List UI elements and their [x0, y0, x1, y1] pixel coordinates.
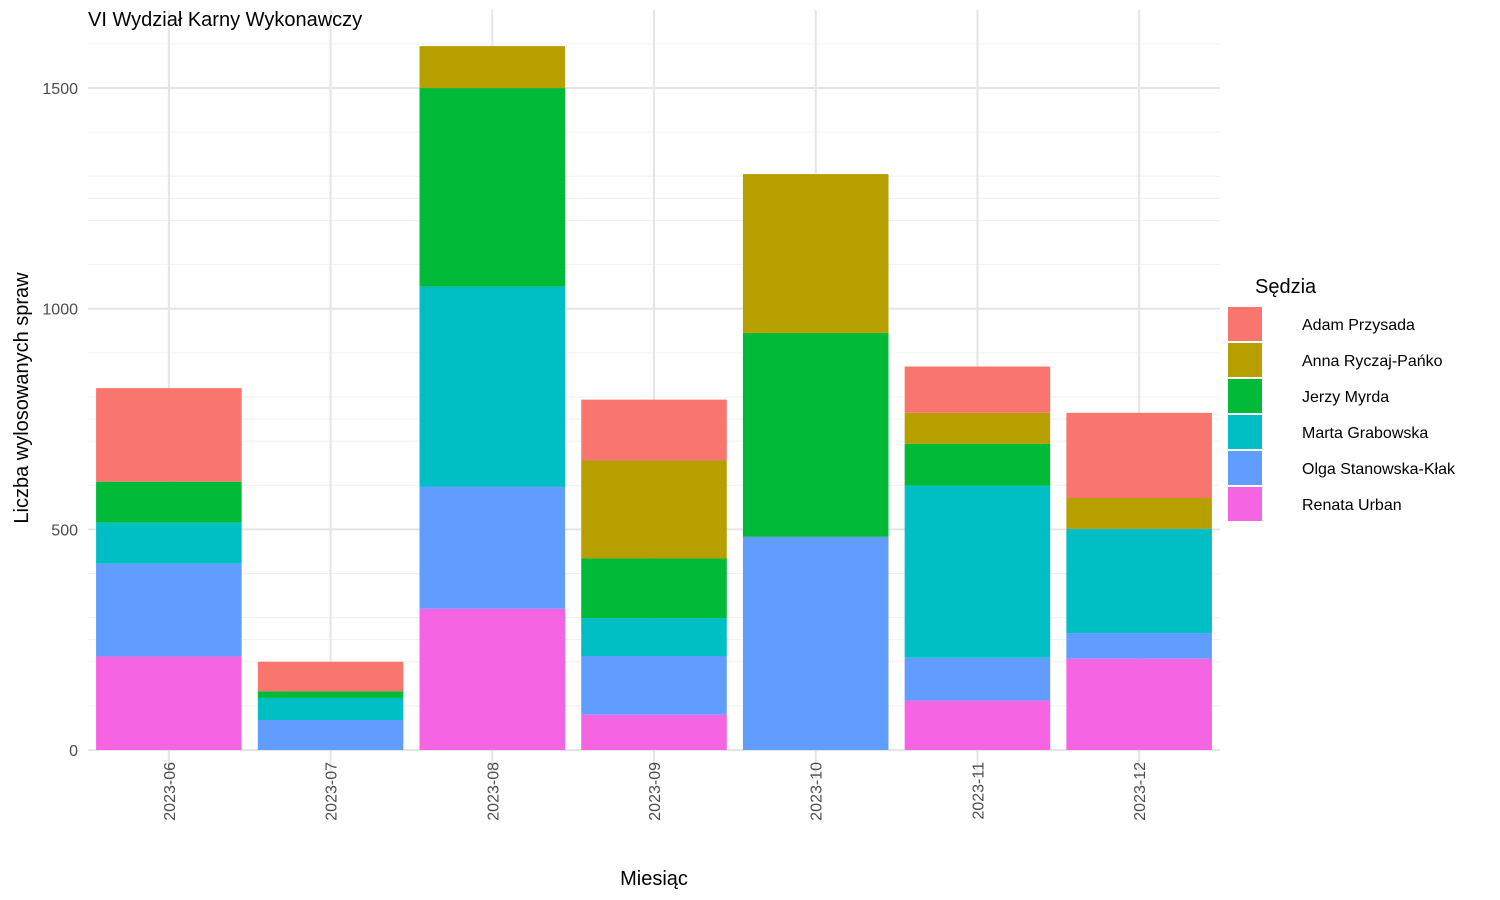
- bar-segment: [581, 714, 727, 750]
- bar-segment: [742, 174, 889, 333]
- bar-segment: [904, 657, 1051, 701]
- bar-segment: [904, 412, 1051, 444]
- bar-segment: [904, 366, 1051, 413]
- bar-segment: [1066, 633, 1212, 659]
- x-axis-ticks: 2023-06 2023-07 2023-08 2023-09 2023-10 2023-…: [162, 762, 1149, 821]
- bar-segment: [742, 536, 889, 750]
- bar-segment: [419, 88, 566, 287]
- bar-segment: [904, 485, 1051, 658]
- bar-segment: [96, 481, 242, 523]
- bar-segment: [1066, 528, 1212, 634]
- bar-segment: [257, 697, 404, 720]
- legend-label: Adam Przysada: [1302, 317, 1415, 334]
- bar-segment: [581, 656, 727, 715]
- bar-segment: [581, 399, 727, 461]
- bar-segment: [1066, 498, 1212, 529]
- legend: Sędzia Adam Przysada Anna Ryczaj-Pańko Jer…: [1228, 276, 1456, 521]
- bar-segment: [96, 563, 242, 657]
- bar-segment: [257, 691, 404, 698]
- legend-swatch: [1228, 379, 1262, 413]
- bar-segment: [257, 719, 404, 750]
- y-tick-label: 500: [51, 522, 78, 539]
- x-tick-label: 2023-09: [647, 762, 664, 821]
- bar-segment: [96, 656, 242, 750]
- legend-label: Jerzy Myrda: [1302, 389, 1389, 406]
- y-tick-label: 1000: [42, 302, 78, 319]
- bar-segment: [742, 332, 889, 537]
- x-tick-label: 2023-08: [485, 762, 502, 821]
- bar-segment: [419, 286, 566, 487]
- x-tick-label: 2023-06: [162, 762, 179, 821]
- bar-segment: [96, 522, 242, 564]
- bar-segment: [581, 558, 727, 619]
- x-tick-label: 2023-10: [809, 762, 826, 821]
- legend-label: Olga Stanowska-Kłak: [1302, 461, 1456, 478]
- y-tick-label: 1500: [42, 81, 78, 98]
- bar-segment: [257, 661, 404, 692]
- y-axis-ticks: 0 500 1000 1500: [42, 81, 78, 760]
- bar-segment: [1066, 658, 1212, 750]
- x-tick-label: 2023-12: [1132, 762, 1149, 821]
- bar-segment: [904, 700, 1051, 750]
- x-tick-label: 2023-11: [970, 762, 987, 820]
- legend-label: Renata Urban: [1302, 497, 1402, 514]
- chart-title: VI Wydział Karny Wykonawczy: [88, 9, 362, 31]
- legend-swatch: [1228, 487, 1262, 521]
- bar-segment: [96, 388, 242, 482]
- bar-segment: [581, 618, 727, 657]
- x-tick-label: 2023-07: [324, 762, 341, 821]
- bar-segment: [1066, 412, 1212, 499]
- legend-swatch: [1228, 307, 1262, 341]
- legend-swatch: [1228, 415, 1262, 449]
- legend-label: Anna Ryczaj-Pańko: [1302, 353, 1443, 370]
- x-axis-title: Miesiąc: [620, 868, 688, 890]
- bar-segment: [419, 46, 566, 89]
- legend-swatch: [1228, 343, 1262, 377]
- legend-swatch: [1228, 451, 1262, 485]
- y-axis-title: Liczba wylosowanych spraw: [11, 272, 33, 524]
- bar-segment: [419, 608, 566, 750]
- bar-segment: [581, 460, 727, 559]
- y-tick-label: 0: [69, 743, 78, 760]
- bar-segment: [904, 443, 1051, 486]
- bars: [96, 46, 1212, 750]
- legend-title: Sędzia: [1255, 276, 1317, 298]
- bar-segment: [419, 486, 566, 609]
- legend-label: Marta Grabowska: [1302, 425, 1428, 442]
